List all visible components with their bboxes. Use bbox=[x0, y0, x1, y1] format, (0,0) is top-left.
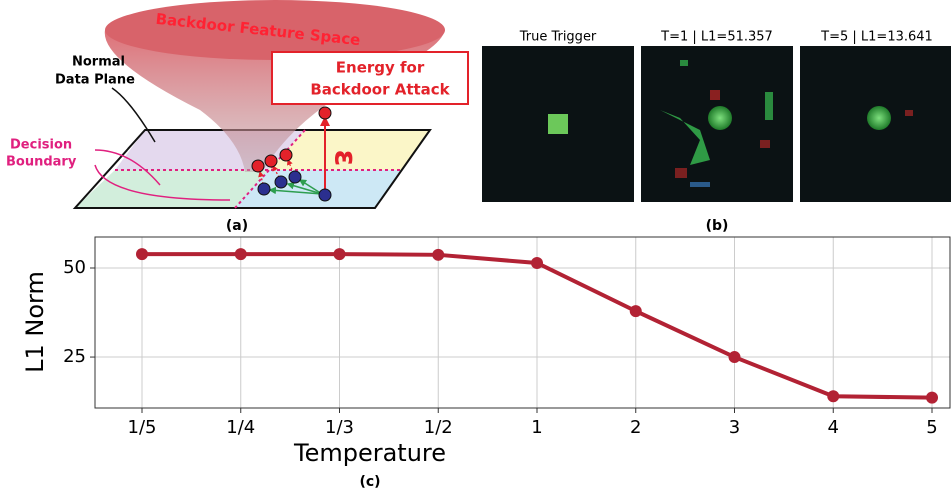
y-axis-label: L1 Norm bbox=[21, 271, 49, 373]
diagram: Backdoor Feature Space Energy for Backdo… bbox=[6, 0, 469, 234]
images: True Trigger T=1 | L1=51.357 T=5 | L1=13… bbox=[482, 30, 951, 234]
caption: (a) bbox=[226, 218, 248, 234]
point bbox=[629, 305, 642, 318]
point bbox=[926, 391, 938, 404]
point bbox=[531, 257, 543, 270]
points bbox=[251, 106, 332, 202]
energy-label: Backdoor Attack bbox=[310, 81, 450, 99]
x-tick-label: 1/3 bbox=[325, 417, 354, 438]
pointer bbox=[94, 164, 231, 201]
x-tick-label: 1/4 bbox=[226, 417, 255, 438]
trigger bbox=[905, 110, 913, 116]
x-tick-label: 5 bbox=[926, 417, 937, 438]
image-title: True Trigger bbox=[519, 30, 597, 45]
x-axis-label: Temperature bbox=[293, 439, 446, 467]
point bbox=[234, 248, 247, 261]
boundary-label: Boundary bbox=[6, 155, 77, 170]
point bbox=[827, 390, 840, 403]
image-title: T=5 | L1=13.641 bbox=[820, 30, 933, 45]
pointer bbox=[111, 87, 156, 143]
plane bbox=[72, 129, 432, 209]
y-tick-label: 50 bbox=[63, 257, 86, 278]
plane-region bbox=[75, 170, 268, 208]
x-tick-label: 2 bbox=[630, 417, 641, 438]
caption: (c) bbox=[359, 474, 380, 490]
arrows bbox=[268, 179, 323, 195]
point bbox=[432, 248, 445, 261]
plane-label: Data Plane bbox=[55, 73, 135, 88]
y-tick-label: 25 bbox=[63, 346, 86, 367]
point bbox=[333, 248, 346, 261]
x-tick-label: 1 bbox=[531, 417, 542, 438]
point bbox=[728, 351, 741, 364]
boundary-label: Decision bbox=[10, 138, 72, 153]
plane-label: Normal bbox=[72, 55, 125, 70]
point bbox=[136, 248, 148, 261]
plot-frame bbox=[94, 236, 951, 409]
cone-top bbox=[105, 0, 445, 60]
plane-region bbox=[268, 130, 430, 170]
x-tick-label: 1/5 bbox=[128, 417, 157, 438]
energy-box bbox=[271, 51, 469, 105]
trigger bbox=[867, 106, 891, 130]
arrows bbox=[258, 158, 296, 189]
trigger bbox=[548, 114, 568, 134]
image-title: T=1 | L1=51.357 bbox=[660, 30, 773, 45]
pointer bbox=[94, 149, 161, 186]
caption: (b) bbox=[706, 218, 729, 234]
energy-label: Energy for bbox=[336, 59, 425, 77]
epsilon: ε bbox=[328, 150, 363, 167]
line-chart: Temperature L1 Norm (c) 1/5 1/4 1/3 1/2 1 2 3 4… bbox=[21, 236, 951, 490]
trigger bbox=[660, 60, 773, 187]
x-tick-label: 1/2 bbox=[424, 417, 453, 438]
x-tick-label: 4 bbox=[828, 417, 839, 438]
x-tick-label: 3 bbox=[729, 417, 740, 438]
